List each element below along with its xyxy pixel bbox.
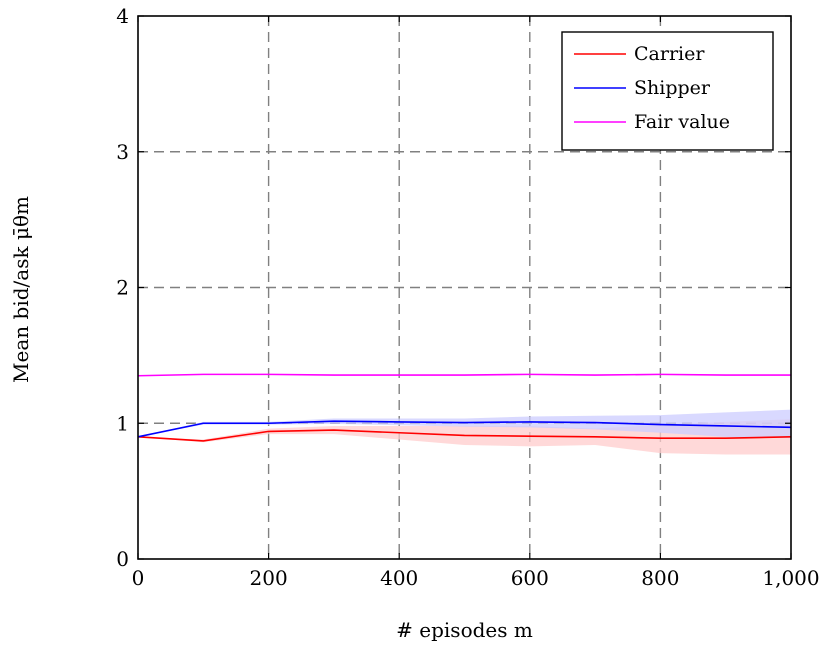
axis-ticks: [137, 15, 792, 560]
shipper-line: [137, 420, 792, 438]
y-tick-label: 4: [116, 4, 129, 28]
legend: Carrier Shipper Fair value: [561, 31, 774, 151]
y-tick-label: 2: [116, 276, 129, 300]
x-tick-label: 600: [511, 566, 549, 590]
x-tick-label: 1,000: [762, 566, 819, 590]
y-axis-title: Mean bid/ask μ̄θm: [9, 196, 33, 383]
x-tick-label: 800: [641, 566, 679, 590]
fair-value-line: [137, 373, 791, 377]
shipper-band: [138, 409, 791, 439]
legend-items: Carrier Shipper Fair value: [574, 43, 730, 133]
y-tick-label: 0: [116, 547, 129, 571]
x-tick-label: 400: [380, 566, 418, 590]
y-tick-labels: 0 1 2 3 4: [116, 4, 129, 571]
legend-label-carrier: Carrier: [634, 43, 705, 65]
legend-box: [561, 31, 774, 151]
y-tick-label: 1: [116, 411, 129, 435]
x-tick-label: 200: [250, 566, 288, 590]
x-tick-labels: 0 200 400 600 800 1,000: [132, 566, 820, 590]
x-axis-title: # episodes m: [396, 618, 533, 642]
y-tick-label: 3: [116, 140, 129, 164]
confidence-bands: [138, 409, 791, 455]
series-lines: [137, 373, 792, 442]
carrier-line: [137, 429, 792, 442]
x-tick-label: 0: [132, 566, 145, 590]
legend-label-fair-value: Fair value: [634, 111, 730, 133]
legend-label-shipper: Shipper: [634, 77, 711, 99]
